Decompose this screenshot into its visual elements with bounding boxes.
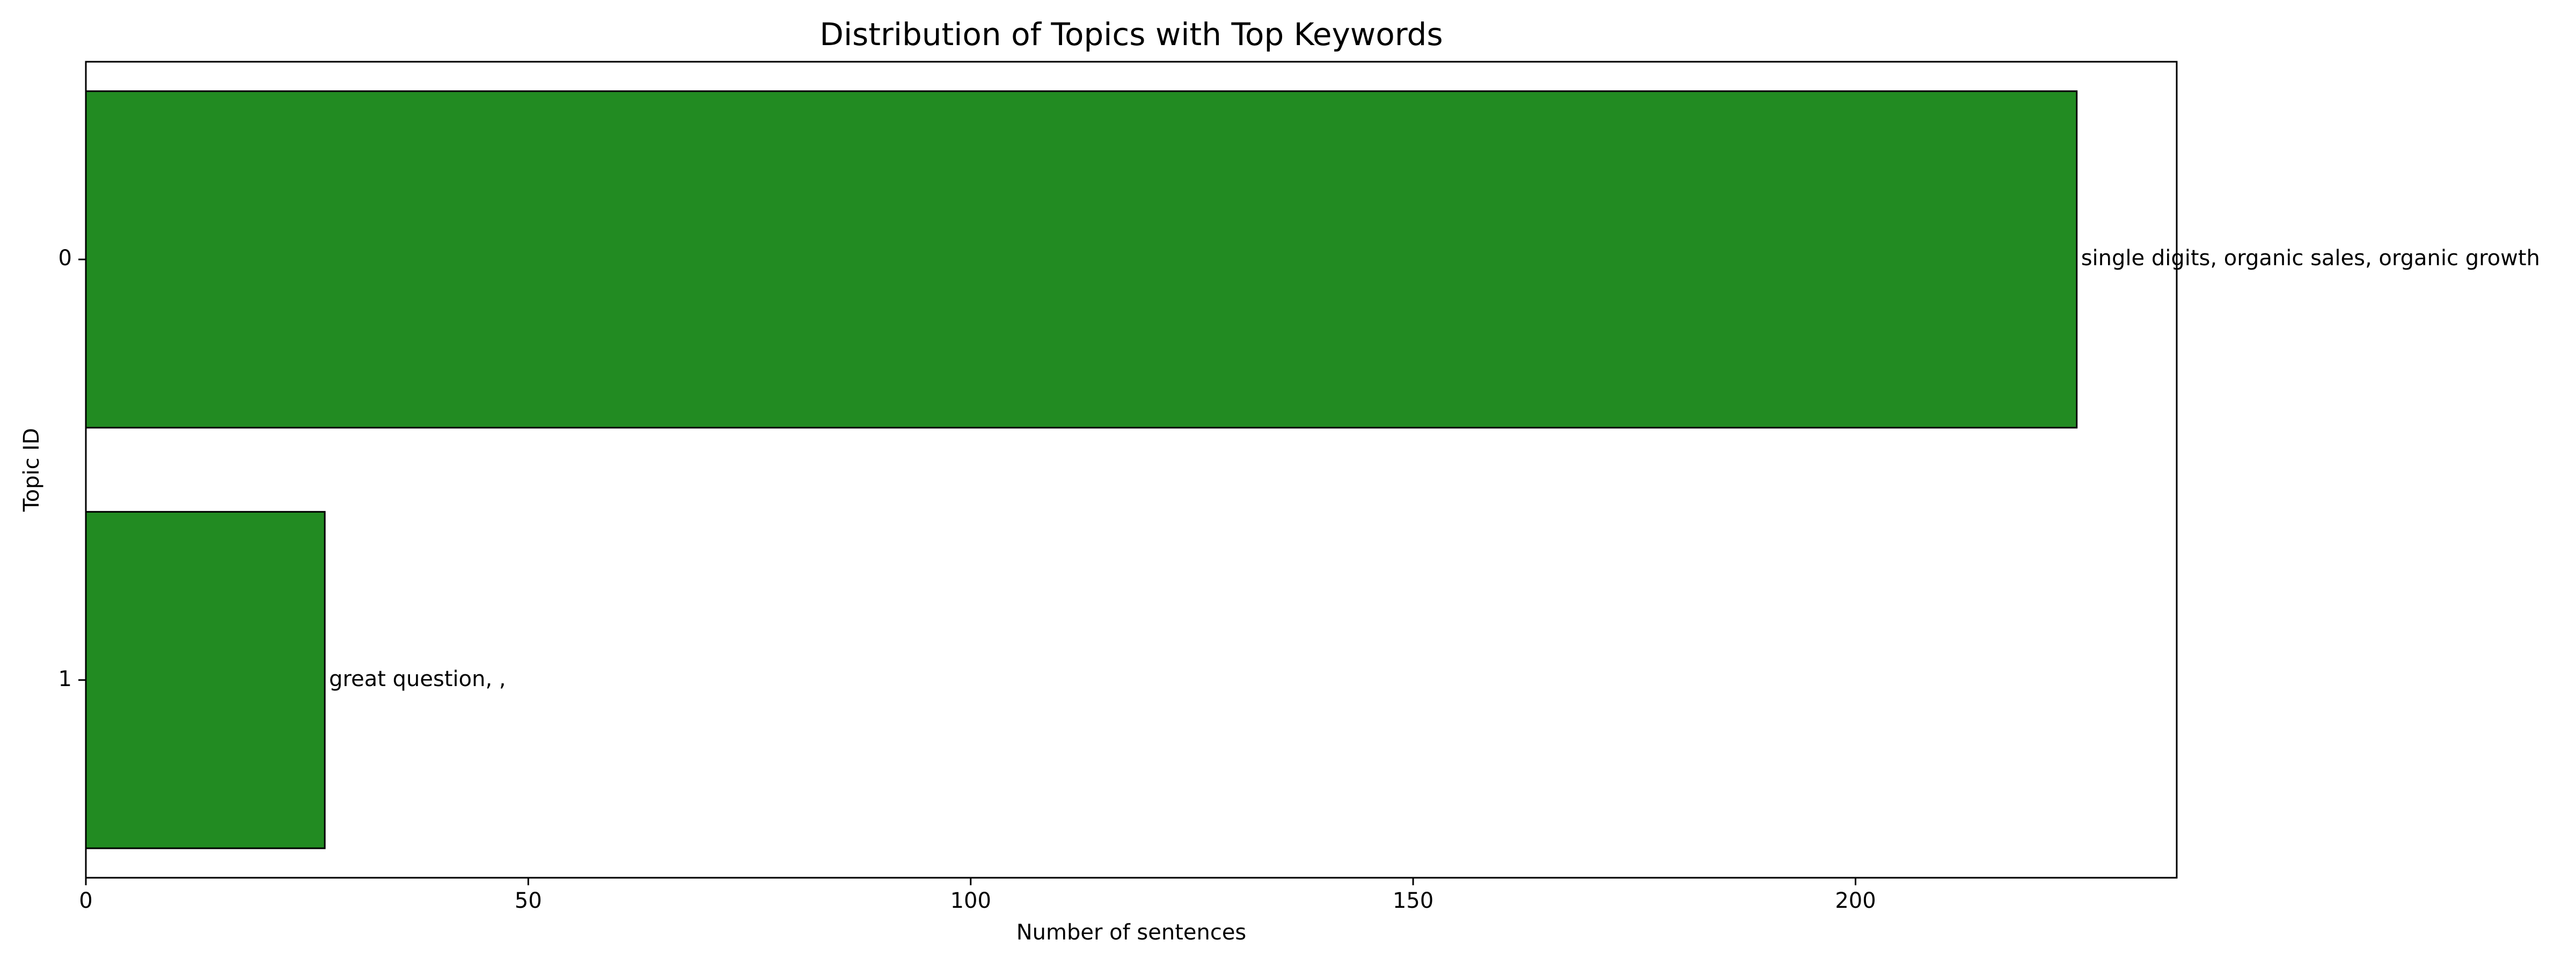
bars-group: single digits, organic sales, organic gr… — [85, 90, 2540, 849]
x-tick-label: 50 — [515, 888, 542, 913]
y-axis-label: Topic ID — [19, 428, 44, 512]
bar-topic-1 — [85, 511, 326, 849]
x-tick-label: 100 — [950, 888, 991, 913]
bar-topic-0 — [85, 90, 2078, 429]
x-axis-label: Number of sentences — [1016, 920, 1247, 945]
bar-data-label: great question, , — [329, 667, 506, 691]
bar-data-label: single digits, organic sales, organic gr… — [2081, 246, 2540, 271]
x-tick-label: 150 — [1393, 888, 1433, 913]
x-tick-label: 0 — [79, 888, 92, 913]
y-tick-label: 0 — [58, 246, 72, 271]
chart-title: Distribution of Topics with Top Keywords — [819, 16, 1443, 53]
plot-frame — [85, 61, 2178, 879]
axes-group: 0 50 100 150 200 0 1 — [58, 246, 1876, 913]
y-tick-label: 1 — [58, 667, 72, 691]
x-tick-label: 200 — [1835, 888, 1876, 913]
